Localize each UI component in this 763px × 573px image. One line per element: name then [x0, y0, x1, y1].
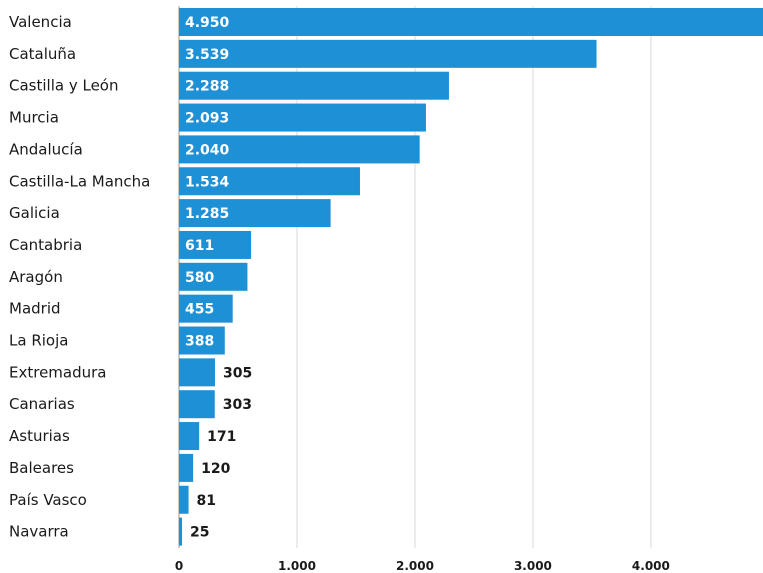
- category-label-9: Madrid: [9, 300, 61, 318]
- value-label-5: 1.534: [185, 174, 230, 190]
- bar-14: [179, 453, 194, 482]
- category-label-16: Navarra: [9, 523, 69, 541]
- bar-0: [179, 8, 763, 36]
- x-axis-tick-labels: 0 1.000 2.000 3.000 4.000: [175, 559, 670, 573]
- category-label-13: Asturias: [9, 427, 70, 445]
- value-label-10: 388: [185, 334, 214, 350]
- x-tick-label-1: 1.000: [278, 559, 316, 573]
- bar-6: [179, 199, 331, 228]
- category-label-4: Andalucía: [9, 140, 83, 158]
- value-label-12: 303: [223, 397, 252, 413]
- value-label-3: 2.093: [185, 111, 229, 127]
- category-labels: Valencia Cataluña Castilla y León Murcia And…: [9, 13, 150, 541]
- x-tick-label-3: 3.000: [514, 559, 552, 573]
- value-label-0: 4.950: [185, 15, 230, 31]
- value-label-15: 81: [197, 493, 216, 509]
- bar-7: [179, 230, 252, 259]
- bar-12: [179, 390, 215, 419]
- value-label-14: 120: [201, 461, 230, 477]
- x-tick-label-2: 2.000: [396, 559, 434, 573]
- category-label-7: Cantabria: [9, 236, 82, 254]
- value-label-1: 3.539: [185, 47, 229, 63]
- bar-3: [179, 103, 426, 132]
- category-label-11: Extremadura: [9, 363, 107, 381]
- value-label-6: 1.285: [185, 206, 229, 222]
- bar-5: [179, 167, 360, 196]
- bar-4: [179, 135, 420, 164]
- category-label-15: País Vasco: [9, 491, 87, 509]
- value-label-13: 171: [207, 429, 236, 445]
- category-label-1: Cataluña: [9, 45, 76, 63]
- category-label-14: Baleares: [9, 459, 74, 477]
- category-label-8: Aragón: [9, 268, 63, 286]
- category-label-0: Valencia: [9, 13, 72, 31]
- value-label-4: 2.040: [185, 142, 230, 158]
- category-label-2: Castilla y León: [9, 77, 118, 95]
- value-label-7: 611: [185, 238, 214, 254]
- value-label-8: 580: [185, 270, 214, 286]
- value-label-9: 455: [185, 302, 214, 318]
- category-label-6: Galicia: [9, 204, 60, 222]
- category-label-12: Canarias: [9, 395, 75, 413]
- bar-10: [179, 326, 225, 355]
- category-label-3: Murcia: [9, 109, 59, 127]
- bar-2: [179, 71, 449, 100]
- x-tick-label-4: 4.000: [632, 559, 670, 573]
- bar-13: [179, 422, 200, 451]
- category-label-10: La Rioja: [9, 332, 68, 350]
- bar-16: [179, 517, 182, 546]
- bar-11: [179, 358, 215, 387]
- value-label-2: 2.288: [185, 79, 229, 95]
- value-labels: 4.950 3.539 2.288 2.093 2.040 1.534 1.285 611 58…: [185, 15, 252, 541]
- x-tick-label-0: 0: [175, 559, 183, 573]
- category-label-5: Castilla-La Mancha: [9, 172, 150, 190]
- value-label-11: 305: [223, 365, 252, 381]
- bar-1: [179, 39, 597, 68]
- bars: [179, 8, 763, 546]
- value-label-16: 25: [190, 525, 209, 541]
- bar-15: [179, 485, 189, 514]
- bar-8: [179, 262, 248, 291]
- bar-9: [179, 294, 233, 323]
